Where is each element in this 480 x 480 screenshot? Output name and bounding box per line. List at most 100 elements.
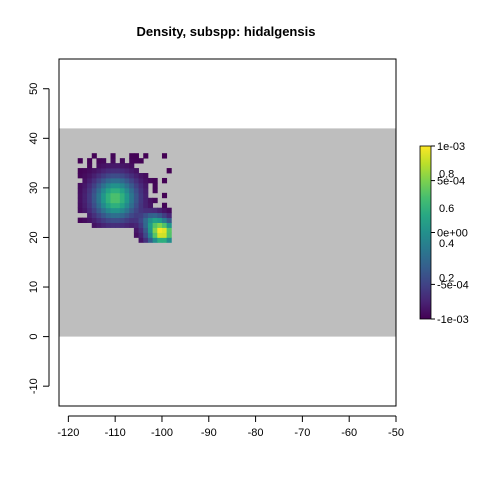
density-cell [110, 212, 116, 219]
density-cell [124, 222, 130, 228]
density-cell [115, 222, 121, 228]
density-cell [101, 182, 107, 189]
density-cell [138, 232, 144, 238]
x-tick-label: -70 [294, 427, 310, 439]
density-cell [147, 197, 154, 204]
density-cell [143, 197, 149, 204]
density-cell [129, 168, 135, 174]
legend-inner-label: 0.2 [439, 272, 454, 284]
density-cell [96, 163, 102, 169]
density-cell [129, 163, 135, 169]
density-cell [87, 202, 93, 209]
density-cell [77, 207, 83, 214]
density-cell [96, 197, 102, 204]
x-tick-label: -50 [388, 427, 404, 439]
density-cell [138, 158, 144, 164]
density-cell [143, 202, 149, 209]
density-cell [133, 202, 139, 209]
density-cell [119, 212, 125, 219]
density-cell [138, 222, 144, 228]
density-cell [82, 168, 88, 174]
density-cell [124, 217, 130, 223]
density-cell [77, 192, 83, 199]
density-cell [101, 212, 107, 219]
density-cell [143, 153, 149, 159]
y-tick-label: 30 [28, 182, 40, 194]
density-cell [166, 222, 172, 228]
density-cell [161, 222, 168, 228]
density-cell [138, 197, 144, 204]
density-cell [133, 187, 139, 194]
density-cell [147, 212, 154, 219]
density-cell [77, 168, 83, 174]
density-cell [129, 192, 135, 199]
density-cell [119, 177, 125, 184]
density-cell [129, 202, 135, 209]
density-cell [129, 153, 135, 159]
density-cell [129, 173, 135, 179]
density-cell [96, 212, 102, 219]
density-cell [124, 212, 130, 219]
density-cell [101, 192, 107, 199]
density-cell [115, 173, 121, 179]
density-cell [124, 202, 130, 209]
density-cell [133, 232, 139, 238]
density-cell [129, 217, 135, 223]
density-cell [115, 163, 121, 169]
density-cell [124, 187, 130, 194]
density-cell [87, 192, 93, 199]
density-cell [96, 202, 102, 209]
density-cell [157, 222, 163, 228]
density-cell [105, 217, 111, 223]
density-cell [105, 222, 111, 228]
density-cell [101, 217, 107, 223]
density-cell [119, 168, 125, 174]
density-cell [91, 187, 97, 194]
density-cell [138, 177, 144, 184]
density-cell [143, 237, 149, 243]
x-tick-label: -80 [248, 427, 264, 439]
density-cell [101, 168, 107, 174]
density-cell [96, 158, 102, 164]
density-cell [77, 182, 83, 189]
density-cell [87, 187, 93, 194]
density-cell [87, 207, 93, 214]
density-cell [147, 207, 154, 214]
density-cell [91, 182, 97, 189]
y-tick-label: 20 [28, 231, 40, 243]
density-cell [129, 207, 135, 214]
density-cell [143, 173, 149, 179]
y-tick-label: 40 [28, 132, 40, 144]
density-cell [138, 173, 144, 179]
density-cell [82, 217, 88, 223]
density-cell [105, 182, 111, 189]
density-cell [101, 187, 107, 194]
density-cell [157, 212, 163, 219]
density-cell [115, 197, 121, 204]
density-cell [77, 187, 83, 194]
density-cell [133, 153, 139, 159]
density-cell [105, 173, 111, 179]
density-cell [133, 173, 139, 179]
density-cell [82, 182, 88, 189]
density-cell [133, 168, 139, 174]
density-cell [77, 158, 83, 164]
density-cell [133, 197, 139, 204]
density-cell [119, 158, 125, 164]
density-cell [143, 227, 149, 233]
density-cell [143, 192, 149, 199]
density-cell [143, 232, 149, 238]
density-cell [82, 202, 88, 209]
density-cell [143, 187, 149, 194]
density-cell [91, 212, 97, 219]
density-cell [166, 217, 172, 223]
density-cell [129, 158, 135, 164]
density-cell [101, 202, 107, 209]
density-cell [87, 173, 93, 179]
density-cell [133, 158, 139, 164]
density-cell [138, 217, 144, 223]
density-cell [147, 237, 154, 243]
density-cell [143, 207, 149, 214]
density-cell [119, 202, 125, 209]
density-cell [138, 227, 144, 233]
